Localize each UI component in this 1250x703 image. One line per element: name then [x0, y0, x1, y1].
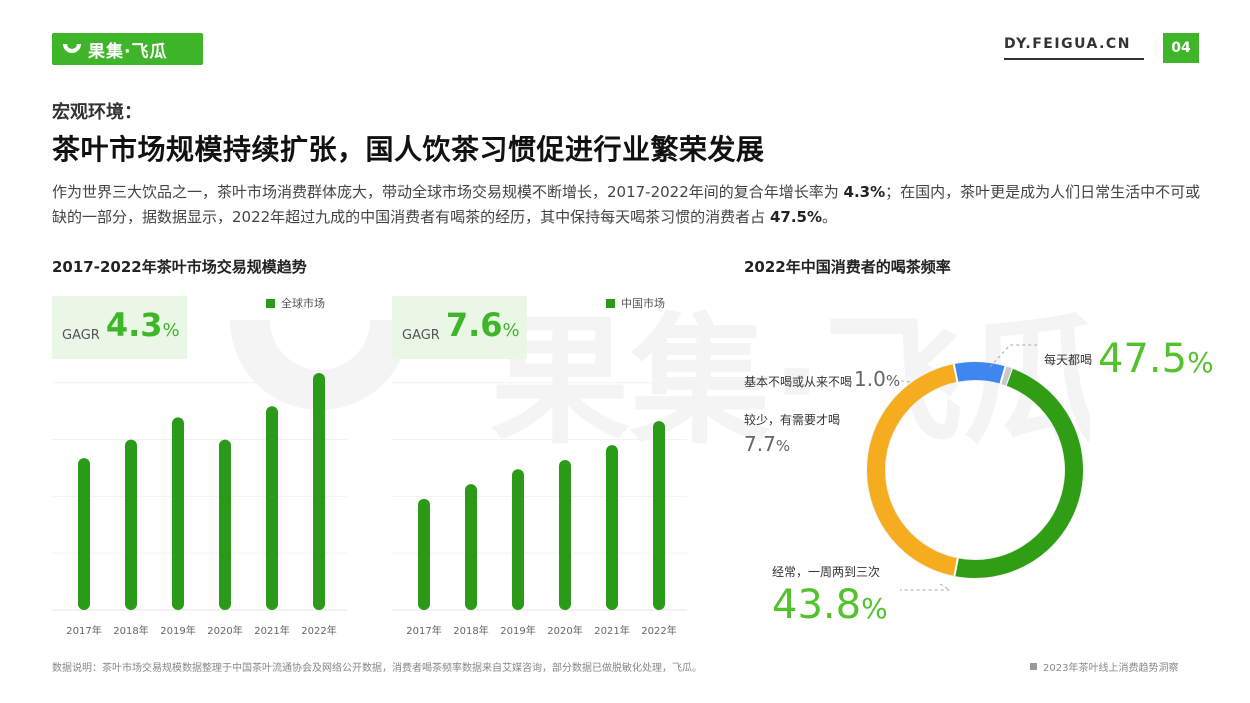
frequency-donut-chart [866, 344, 1084, 591]
donut-often-unit: % [861, 592, 888, 625]
report-name-text: 2023年茶叶线上消费趋势洞察 [1043, 663, 1179, 674]
logo-text: 果集·飞瓜 [88, 41, 168, 62]
donut-often-number: 43.8 [772, 582, 862, 628]
donut-sometimes-value: 7.7% [744, 432, 840, 456]
global-gagr-box: GAGR 4.3% [52, 296, 187, 359]
legend-swatch [266, 298, 275, 308]
donut-slice-often [867, 364, 958, 577]
china-x-tick-label: 2019年 [500, 624, 535, 637]
donut-label-never-text: 基本不喝或从来不喝 [744, 375, 853, 389]
donut-separator [952, 363, 959, 382]
donut-label-often-text: 经常，一周两到三次 [772, 565, 881, 579]
china-bar-2017年 [418, 498, 430, 610]
china-bar-2019年 [512, 469, 524, 610]
report-square-icon [1030, 663, 1037, 670]
global-x-tick-label: 2018年 [113, 624, 148, 637]
china-gagr-value: 7.6% [446, 309, 520, 347]
china-bar-2018年 [465, 484, 477, 610]
global-bar-2022年 [313, 372, 325, 610]
section-label: 宏观环境： [52, 102, 142, 123]
donut-separator [999, 366, 1007, 384]
global-bar-2018年 [125, 439, 137, 610]
intro-highlight-daily: 47.5% [769, 208, 822, 226]
data-source-note: 数据说明：茶叶市场交易规模数据整理于中国茶叶流通协会及网络公开数据，消费者喝茶频… [52, 663, 702, 674]
global-legend: 全球市场 [266, 295, 325, 311]
donut-never-number: 1.0 [854, 367, 886, 391]
donut-slice-sometimes [953, 362, 1006, 384]
donut-sometimes-number: 7.7 [744, 432, 776, 456]
page-number-badge: 04 [1163, 33, 1199, 63]
global-bar-2021年 [266, 406, 278, 610]
intro-text-1: 作为世界三大饮品之一，茶叶市场消费群体庞大，带动全球市场交易规模不断增长，201… [52, 183, 844, 201]
donut-leader-never [894, 379, 911, 383]
global-gagr-label: GAGR [62, 328, 100, 343]
donut-daily-number: 47.5 [1098, 336, 1188, 382]
global-bar-2020年 [219, 439, 231, 610]
donut-label-daily: 每天都喝 47.5% [1044, 336, 1214, 382]
global-gagr-value: 4.3% [106, 309, 180, 347]
global-x-tick-label: 2022年 [301, 624, 336, 637]
donut-label-sometimes: 较少，有需要才喝 7.7% [744, 411, 840, 456]
china-bar-2020年 [559, 460, 571, 610]
china-bar-2022年 [653, 421, 665, 610]
china-gagr-unit: % [502, 320, 520, 341]
brand-logo[interactable]: 果集·飞瓜 [52, 33, 203, 65]
china-gagr-number: 7.6 [445, 306, 503, 344]
global-x-tick-label: 2017年 [66, 624, 101, 637]
donut-label-sometimes-text: 较少，有需要才喝 [744, 413, 841, 427]
china-legend-label: 中国市场 [621, 297, 665, 310]
donut-slice-daily [954, 368, 1083, 578]
donut-leader-daily [989, 344, 1040, 368]
donut-separator [953, 558, 959, 577]
donut-never-unit: % [885, 372, 901, 390]
donut-daily-unit: % [1187, 346, 1214, 379]
intro-paragraph: 作为世界三大饮品之一，茶叶市场消费群体庞大，带动全球市场交易规模不断增长，201… [52, 180, 1202, 230]
china-legend: 中国市场 [606, 295, 665, 311]
global-x-tick-label: 2019年 [160, 624, 195, 637]
legend-swatch [606, 298, 615, 308]
china-x-tick-label: 2018年 [453, 624, 488, 637]
global-x-tick-label: 2020年 [207, 624, 242, 637]
global-bar-2017年 [78, 458, 90, 610]
china-x-tick-label: 2017年 [406, 624, 441, 637]
donut-label-daily-text: 每天都喝 [1044, 352, 1093, 367]
china-gagr-box: GAGR 7.6% [392, 296, 527, 359]
global-x-tick-label: 2021年 [254, 624, 289, 637]
bar-chart-title: 2017-2022年茶叶市场交易规模趋势 [52, 258, 307, 276]
donut-label-never: 基本不喝或从来不喝 1.0% [744, 367, 900, 391]
china-bar-chart: 2017年 2018年 2019年 2020年 2021年 2022年 [392, 382, 687, 637]
logo-swirl-icon [63, 44, 81, 53]
china-gagr-label: GAGR [402, 328, 440, 343]
page-title: 茶叶市场规模持续扩张，国人饮茶习惯促进行业繁荣发展 [52, 133, 765, 166]
global-gagr-number: 4.3 [105, 306, 163, 344]
site-link[interactable]: DY.FEIGUA.CN [1004, 36, 1144, 60]
global-bar-chart: 2017年 2018年 2019年 2020年 2021年 2022年 [52, 372, 347, 637]
donut-sometimes-unit: % [775, 437, 791, 455]
intro-text-2: ；在国内，茶叶更是成为人们日常生活中不可或缺的一部分，据数据显示，2022年超过… [52, 183, 1201, 226]
donut-never-value: 1.0% [854, 367, 900, 391]
donut-often-value: 43.8% [772, 582, 888, 628]
intro-text-3: 。 [822, 208, 838, 226]
china-x-tick-label: 2020年 [547, 624, 582, 637]
donut-chart-title: 2022年中国消费者的喝茶频率 [744, 258, 951, 276]
global-gagr-unit: % [162, 320, 180, 341]
global-bar-2019年 [172, 417, 184, 610]
report-name: 2023年茶叶线上消费趋势洞察 [1030, 659, 1178, 674]
donut-leader-often [900, 583, 952, 591]
china-x-tick-label: 2021年 [594, 624, 629, 637]
donut-label-often: 经常，一周两到三次 43.8% [772, 563, 888, 628]
global-legend-label: 全球市场 [281, 297, 325, 310]
intro-highlight-cagr: 4.3% [843, 183, 886, 201]
china-bar-2021年 [606, 445, 618, 610]
china-x-tick-label: 2022年 [641, 624, 676, 637]
donut-label-daily-value: 47.5% [1098, 336, 1214, 382]
